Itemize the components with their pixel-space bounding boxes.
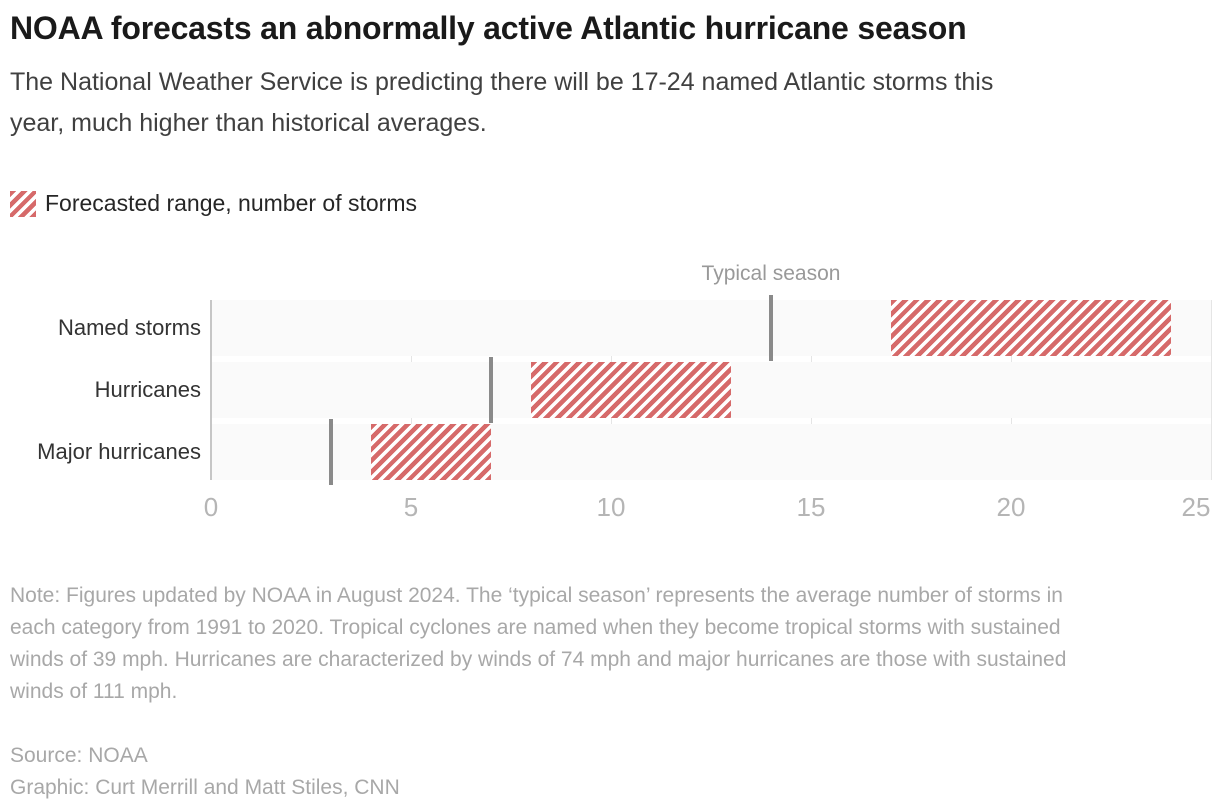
range-bar-chart: Typical season Named storms Hurricanes Maj… — [0, 260, 1220, 522]
zero-axis-line — [210, 300, 212, 480]
source-text: Source: NOAA — [10, 744, 148, 767]
typical-season-annotation: Typical season — [701, 262, 841, 285]
chart-title: NOAA forecasts an abnormally active Atla… — [10, 10, 967, 46]
forecast-range-bar — [531, 362, 731, 418]
forecast-range-bar — [891, 300, 1171, 356]
x-tick-label: 15 — [796, 492, 826, 522]
typical-season-marker — [769, 295, 773, 361]
category-label: Major hurricanes — [37, 439, 201, 464]
x-tick-label: 25 — [1181, 492, 1211, 522]
typical-season-marker — [329, 419, 333, 485]
x-tick-label: 0 — [203, 492, 219, 522]
x-tick-label: 10 — [596, 492, 626, 522]
hatched-swatch-icon — [10, 190, 36, 217]
source-credit-block: Source: NOAA Graphic: Curt Merrill and M… — [10, 740, 400, 804]
category-label: Hurricanes — [94, 377, 201, 402]
row-track — [211, 424, 1211, 480]
typical-season-marker — [489, 357, 493, 423]
forecast-range-bar — [371, 424, 491, 480]
x-tick-label: 5 — [403, 492, 419, 522]
category-label: Named storms — [57, 315, 201, 340]
legend: Forecasted range, number of storms — [10, 190, 417, 217]
note-text: Note: Figures updated by NOAA in August … — [10, 584, 1067, 703]
gridline-25 — [1210, 300, 1212, 480]
x-tick-label: 20 — [996, 492, 1026, 522]
chart-subtitle: The National Weather Service is predicti… — [10, 68, 994, 137]
plot-area — [210, 295, 1212, 485]
credit-text: Graphic: Curt Merrill and Matt Stiles, C… — [10, 776, 400, 799]
legend-label: Forecasted range, number of storms — [45, 190, 417, 216]
